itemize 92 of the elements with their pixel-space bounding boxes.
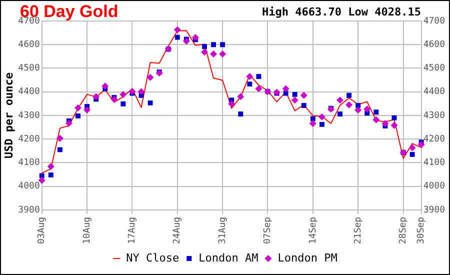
point <box>246 72 254 80</box>
point <box>219 50 226 58</box>
point <box>174 26 181 34</box>
y2-tick-label: 4700 <box>423 16 446 26</box>
point <box>202 44 207 49</box>
point <box>418 141 425 148</box>
y-tick-label: 4700 <box>18 16 40 26</box>
x-tick-label: 24Aug <box>172 216 183 244</box>
y-tick-label: 4100 <box>18 158 40 168</box>
x-tick-label: 30Sep <box>416 216 427 244</box>
point <box>390 122 398 129</box>
point <box>92 93 100 100</box>
point <box>374 110 379 115</box>
point <box>84 106 91 114</box>
point <box>211 42 216 48</box>
point <box>410 152 415 157</box>
point <box>247 82 252 87</box>
point <box>120 101 126 106</box>
point <box>291 96 298 104</box>
point <box>238 112 244 117</box>
point <box>354 106 362 114</box>
x-tick-label: 28Sep <box>398 216 409 244</box>
y-tick-label: 4600 <box>18 40 40 50</box>
point <box>56 134 64 142</box>
point <box>57 147 62 152</box>
y-tick-label: 4400 <box>18 87 40 98</box>
point <box>76 113 80 118</box>
point <box>38 176 46 184</box>
y-tick-label: 3900 <box>18 205 40 216</box>
point <box>382 120 389 127</box>
y2-tick-label: 4300 <box>423 110 446 121</box>
point <box>372 116 380 124</box>
y2-tick-label: 4100 <box>423 158 446 168</box>
point <box>408 144 416 152</box>
y2-tick-label: 4500 <box>423 64 446 74</box>
point <box>346 101 353 108</box>
y2-tick-label: 4600 <box>423 40 446 50</box>
point <box>174 34 180 40</box>
x-tick-label: 03Aug <box>37 216 48 244</box>
point <box>318 113 326 120</box>
legend-label: NY Close <box>126 251 180 264</box>
y-tick-label: 4000 <box>18 182 40 192</box>
x-tick-label: 10Aug <box>82 216 92 244</box>
point <box>148 100 153 106</box>
point <box>392 115 397 120</box>
point <box>39 173 44 178</box>
point <box>47 162 54 170</box>
point <box>300 92 308 99</box>
point <box>192 34 199 42</box>
point <box>338 112 342 117</box>
point <box>346 92 352 98</box>
y2-tick-label: 4000 <box>423 182 446 192</box>
y-tick-label: 4500 <box>18 64 40 74</box>
point <box>138 88 145 96</box>
text: High 4663.70 Low 4028.15 <box>262 5 421 18</box>
point <box>210 50 218 58</box>
point <box>182 38 190 45</box>
x-tick-label: 14Sep <box>308 216 318 244</box>
point <box>292 92 298 97</box>
point <box>110 96 118 103</box>
point <box>256 74 262 79</box>
x-tick-label: 31Aug <box>218 216 228 244</box>
point <box>319 122 324 127</box>
point <box>364 106 371 113</box>
point <box>309 120 316 127</box>
point <box>228 100 236 108</box>
y-axis-title: USD per ounce <box>2 72 16 158</box>
point <box>356 103 361 108</box>
point <box>301 103 306 108</box>
point <box>65 120 72 127</box>
y2-tick-label: 4400 <box>423 87 446 98</box>
y2-tick-label: 3900 <box>423 205 446 216</box>
y-tick-label: 4300 <box>18 110 40 121</box>
legend-label: London AM <box>198 251 259 264</box>
point <box>220 42 226 48</box>
x-tick-label: 07Sep <box>263 216 274 244</box>
x-tick-label: 21Sep <box>353 216 364 244</box>
point <box>146 74 154 81</box>
point <box>237 93 244 100</box>
legend-label: London PM <box>278 251 338 264</box>
y-tick-label: 4200 <box>18 134 40 144</box>
x-tick-label: 17Aug <box>128 216 138 244</box>
point <box>255 85 262 92</box>
point <box>336 96 344 104</box>
point <box>48 172 54 178</box>
point <box>282 85 290 92</box>
point <box>128 88 136 95</box>
point <box>74 104 82 112</box>
point <box>200 48 208 56</box>
y2-tick-label: 4200 <box>423 134 446 144</box>
point <box>102 82 109 90</box>
point <box>120 90 127 98</box>
